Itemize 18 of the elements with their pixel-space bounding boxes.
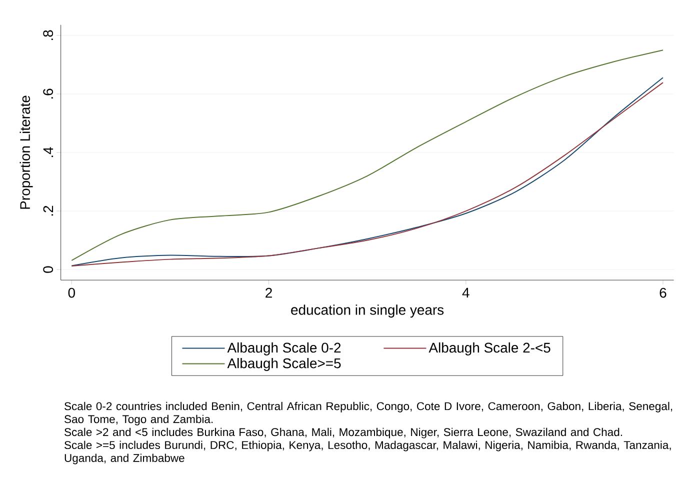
y-tick-label: .8 xyxy=(43,30,54,40)
legend-label: Albaugh Scale 2-<5 xyxy=(428,342,550,356)
y-axis-title: Proportion Literate xyxy=(20,96,33,209)
text: Scale 0-2 countries included Benin, Central African Republic, Congo, Cote D Ivore, Cameroon, Gabon, Liberia, Senegal, Sao Tome, Togo and Zambia. xyxy=(64,402,672,426)
y-tick-label: .2 xyxy=(43,206,54,216)
x-tick-label: 4 xyxy=(462,288,470,298)
x-tick-label: 2 xyxy=(266,288,272,298)
y-tick-label: 0 xyxy=(43,266,54,273)
y-tick-label: .4 xyxy=(43,146,54,157)
text: Scale >2 and <5 includes Burkina Faso, Ghana, Mali, Mozambique, Niger, Sierra Leone, Swaziland and Chad. xyxy=(64,428,622,438)
x-axis-title: education in single years xyxy=(291,304,444,318)
line-series xyxy=(71,49,664,261)
text: Scale >=5 includes Burundi, DRC, Ethiopia, Kenya, Lesotho, Madagascar, Malawi, Nigeria, Namibia, Rwanda, Tanzania, Uganda, and Zimbabwe xyxy=(64,440,671,464)
x-tick-label: 6 xyxy=(660,288,666,298)
legend-label: Albaugh Scale 0-2 xyxy=(227,342,341,356)
x-tick-label: 0 xyxy=(68,288,75,298)
legend-label: Albaugh Scale>=5 xyxy=(227,358,341,371)
y-tick-label: .6 xyxy=(43,88,54,98)
